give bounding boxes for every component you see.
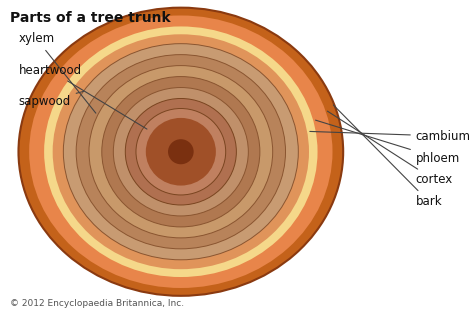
Text: bark: bark xyxy=(333,105,442,208)
Text: cambium: cambium xyxy=(310,130,471,143)
Ellipse shape xyxy=(113,88,248,216)
Ellipse shape xyxy=(146,118,216,185)
Ellipse shape xyxy=(89,66,273,238)
Text: xylem: xylem xyxy=(18,33,96,113)
Ellipse shape xyxy=(29,15,332,288)
Text: Parts of a tree trunk: Parts of a tree trunk xyxy=(10,11,171,25)
Ellipse shape xyxy=(44,27,318,277)
Ellipse shape xyxy=(64,44,298,260)
Ellipse shape xyxy=(102,76,260,227)
Text: © 2012 Encyclopaedia Britannica, Inc.: © 2012 Encyclopaedia Britannica, Inc. xyxy=(10,299,184,308)
Text: phloem: phloem xyxy=(316,120,460,165)
Text: sapwood: sapwood xyxy=(18,91,83,108)
Ellipse shape xyxy=(125,99,237,205)
Ellipse shape xyxy=(136,108,226,195)
Ellipse shape xyxy=(53,34,309,269)
Text: cortex: cortex xyxy=(328,111,453,186)
Ellipse shape xyxy=(168,139,194,164)
Ellipse shape xyxy=(76,55,285,249)
Text: heartwood: heartwood xyxy=(18,64,147,129)
Ellipse shape xyxy=(18,8,343,296)
